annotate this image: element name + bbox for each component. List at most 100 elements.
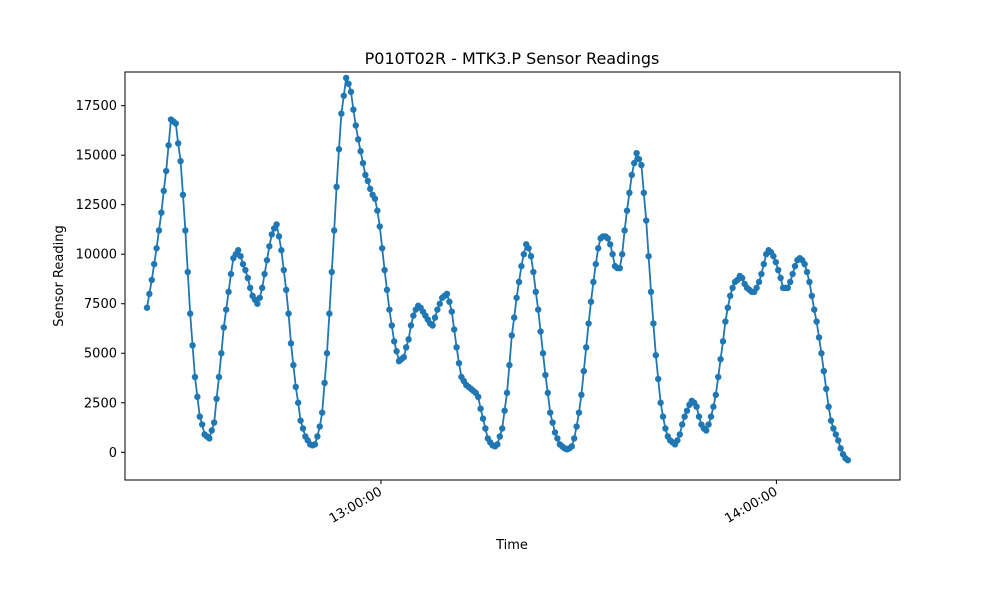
data-point xyxy=(607,241,614,248)
data-point xyxy=(261,270,268,278)
data-point xyxy=(652,352,660,359)
data-point xyxy=(568,443,575,450)
data-point xyxy=(681,413,688,420)
data-point xyxy=(727,292,734,300)
data-point xyxy=(604,235,611,242)
data-point xyxy=(390,338,398,345)
data-point xyxy=(513,294,520,301)
data-point xyxy=(165,142,172,149)
data-point xyxy=(268,231,275,238)
data-point xyxy=(635,155,643,163)
series-layer xyxy=(143,74,852,464)
data-point xyxy=(770,252,777,260)
data-point xyxy=(760,260,768,268)
data-point xyxy=(508,332,515,339)
data-point xyxy=(729,284,736,292)
data-point xyxy=(813,318,820,325)
data-point xyxy=(429,322,436,329)
data-point xyxy=(818,350,825,357)
data-point xyxy=(366,185,374,193)
data-point xyxy=(575,409,583,416)
data-point xyxy=(801,260,808,268)
data-point xyxy=(222,306,230,313)
y-axis: 0 2500 5000 7500 10000 12500 15000 17500 xyxy=(76,99,125,461)
data-point xyxy=(775,266,782,274)
data-point xyxy=(755,278,763,286)
data-point xyxy=(715,373,722,381)
y-tick-label: 0 xyxy=(109,446,117,461)
x-tick-label: 14:00:00 xyxy=(722,484,780,526)
data-point xyxy=(350,106,357,113)
y-tick-label: 7500 xyxy=(84,297,117,312)
data-point xyxy=(535,306,542,313)
data-point xyxy=(791,262,799,270)
data-point xyxy=(354,136,362,143)
data-point xyxy=(789,270,796,278)
data-point xyxy=(578,391,585,399)
data-point xyxy=(645,252,652,260)
data-point xyxy=(345,80,352,88)
data-point xyxy=(643,217,650,224)
data-point xyxy=(585,320,592,327)
data-point xyxy=(583,344,590,351)
data-point xyxy=(823,385,830,393)
data-point xyxy=(717,355,724,363)
data-point xyxy=(342,74,350,82)
data-point xyxy=(282,286,290,294)
data-point xyxy=(210,419,218,426)
data-point xyxy=(213,395,220,402)
data-point xyxy=(518,262,525,270)
data-point xyxy=(347,88,355,96)
data-point xyxy=(722,318,729,325)
data-point xyxy=(739,274,746,282)
data-point xyxy=(158,209,165,216)
data-point xyxy=(547,409,554,416)
data-point xyxy=(539,350,547,357)
data-point xyxy=(402,344,410,351)
data-point xyxy=(719,338,727,345)
data-point xyxy=(314,433,321,440)
data-point xyxy=(705,421,712,428)
data-point xyxy=(803,268,811,276)
data-point xyxy=(571,435,578,442)
data-point xyxy=(520,251,527,258)
data-point xyxy=(506,361,513,369)
data-point xyxy=(695,413,703,420)
data-point xyxy=(657,399,664,406)
data-point xyxy=(266,243,273,250)
data-point xyxy=(580,367,587,375)
data-point xyxy=(787,278,794,286)
data-point xyxy=(352,122,359,129)
data-point xyxy=(179,191,187,198)
data-point xyxy=(292,383,299,391)
data-point xyxy=(150,260,158,268)
data-point xyxy=(263,256,271,264)
data-point xyxy=(494,441,501,448)
data-point xyxy=(299,425,307,432)
data-point xyxy=(410,312,417,319)
data-point xyxy=(189,342,196,349)
data-point xyxy=(453,344,460,351)
data-point xyxy=(844,456,852,464)
data-point xyxy=(383,286,391,294)
y-tick-label: 15000 xyxy=(76,149,117,164)
data-point xyxy=(626,189,633,197)
data-point xyxy=(482,425,489,432)
x-axis: 13:00:00 14:00:00 xyxy=(327,480,780,527)
data-point xyxy=(194,393,201,401)
data-point xyxy=(225,288,232,296)
data-point xyxy=(386,306,393,313)
data-point xyxy=(357,148,364,155)
data-point xyxy=(143,304,151,311)
data-point xyxy=(405,336,412,343)
plot-area xyxy=(124,71,901,481)
data-point xyxy=(674,437,681,444)
data-point xyxy=(619,251,626,258)
data-point xyxy=(297,417,304,424)
data-point xyxy=(215,373,223,381)
data-point xyxy=(242,266,249,274)
data-point xyxy=(227,270,235,278)
data-point xyxy=(455,359,463,367)
data-point xyxy=(160,187,167,195)
